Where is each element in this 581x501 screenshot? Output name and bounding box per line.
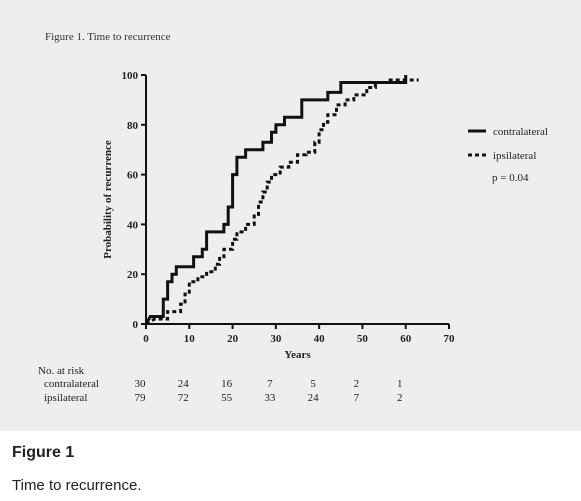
x-tick-label: 0 [143, 333, 149, 345]
risk-row-label-ipsilateral: ipsilateral [44, 392, 87, 404]
risk-cell: 30 [135, 378, 147, 390]
x-tick-label: 20 [227, 333, 239, 345]
risk-cell: 7 [267, 378, 273, 390]
risk-cell: 2 [397, 392, 403, 404]
x-tick-label: 10 [184, 333, 196, 345]
legend-label-ipsilateral: ipsilateral [493, 150, 536, 162]
risk-cell: 5 [310, 378, 316, 390]
risk-cell: 16 [221, 378, 233, 390]
risk-cell: 7 [354, 392, 360, 404]
risk-cell: 24 [178, 378, 190, 390]
y-axis-label: Probability of recurrence [102, 140, 114, 259]
caption-text: Time to recurrence. [12, 477, 142, 494]
x-tick-label: 50 [357, 333, 369, 345]
x-tick-label: 60 [400, 333, 412, 345]
x-tick-label: 70 [444, 333, 456, 345]
risk-cell: 1 [397, 378, 403, 390]
p-value-annotation: p = 0.04 [492, 172, 529, 184]
y-tick-label: 60 [127, 170, 139, 182]
x-tick-label: 40 [314, 333, 326, 345]
risk-cell: 24 [308, 392, 320, 404]
series-layer [144, 75, 419, 326]
risk-cell: 33 [264, 392, 276, 404]
figure-panel: Figure 1. Time to recurrence 0 20 40 60 80 10… [0, 0, 581, 431]
risk-cell: 2 [354, 378, 360, 390]
figure-inner-title: Figure 1. Time to recurrence [45, 31, 171, 43]
legend: contralateral ipsilateral p = 0.04 [468, 126, 548, 184]
risk-cell: 72 [178, 392, 189, 404]
chart-axes: 0 20 40 60 80 100 0 10 20 30 40 50 60 70 Years Probabil… [102, 70, 455, 361]
y-tick-label: 0 [133, 319, 139, 331]
caption-title: Figure 1 [12, 444, 75, 461]
risk-table: No. at risk contralateral ipsilateral 30… [38, 365, 402, 404]
legend-label-contralateral: contralateral [493, 126, 548, 138]
series-line-contralateral [144, 75, 408, 325]
x-tick-label: 30 [270, 333, 282, 345]
risk-cell: 79 [135, 392, 147, 404]
y-tick-label: 80 [127, 120, 139, 132]
x-axis-label: Years [284, 349, 311, 361]
y-tick-label: 20 [127, 269, 139, 281]
risk-cell: 55 [221, 392, 233, 404]
km-chart: Figure 1. Time to recurrence 02040608010… [38, 31, 548, 404]
risk-row-label-contralateral: contralateral [44, 378, 99, 390]
series-line-ipsilateral [145, 78, 419, 326]
risk-table-header: No. at risk [38, 365, 85, 377]
y-tick-label: 100 [122, 70, 139, 82]
y-tick-label: 40 [127, 219, 139, 231]
